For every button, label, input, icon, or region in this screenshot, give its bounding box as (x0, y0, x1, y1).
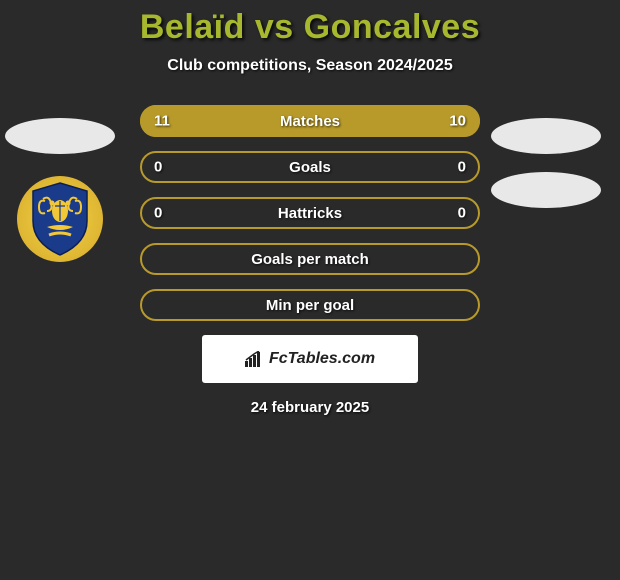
vs-text: vs (255, 8, 294, 46)
stat-label: Min per goal (266, 297, 354, 314)
stat-label: Matches (280, 113, 340, 130)
stat-row: 0 0 Hattricks (140, 197, 480, 229)
player1-avatar (5, 118, 115, 154)
subtitle: Club competitions, Season 2024/2025 (0, 57, 620, 75)
stat-label: Goals per match (251, 251, 369, 268)
player2-avatar-2 (491, 172, 601, 208)
player1-name: Belaïd (140, 8, 245, 46)
stat-row: Min per goal (140, 289, 480, 321)
page-title: Belaïd vs Goncalves (0, 8, 620, 47)
stat-label: Hattricks (278, 205, 342, 222)
stat-value-right: 10 (449, 113, 466, 130)
shield-icon (25, 181, 95, 257)
stat-row: 11 10 Matches (140, 105, 480, 137)
stat-label: Goals (289, 159, 331, 176)
stat-value-left: 11 (154, 113, 170, 130)
player2-avatar-1 (491, 118, 601, 154)
bar-chart-icon (245, 351, 265, 367)
branding-label: FcTables.com (245, 350, 375, 368)
comparison-card: Belaïd vs Goncalves Club competitions, S… (0, 0, 620, 416)
player2-name: Goncalves (304, 8, 480, 46)
stat-value-left: 0 (154, 205, 162, 222)
stats-list: 11 10 Matches 0 0 Goals 0 0 Hattricks Goals per m… (140, 105, 480, 321)
club-badge (17, 176, 103, 262)
date-label: 24 february 2025 (0, 399, 620, 416)
stat-value-right: 0 (458, 159, 466, 176)
stat-value-right: 0 (458, 205, 466, 222)
stat-row: 0 0 Goals (140, 151, 480, 183)
branding-text: FcTables.com (269, 350, 375, 368)
branding-box[interactable]: FcTables.com (202, 335, 418, 383)
stat-value-left: 0 (154, 159, 162, 176)
stat-row: Goals per match (140, 243, 480, 275)
